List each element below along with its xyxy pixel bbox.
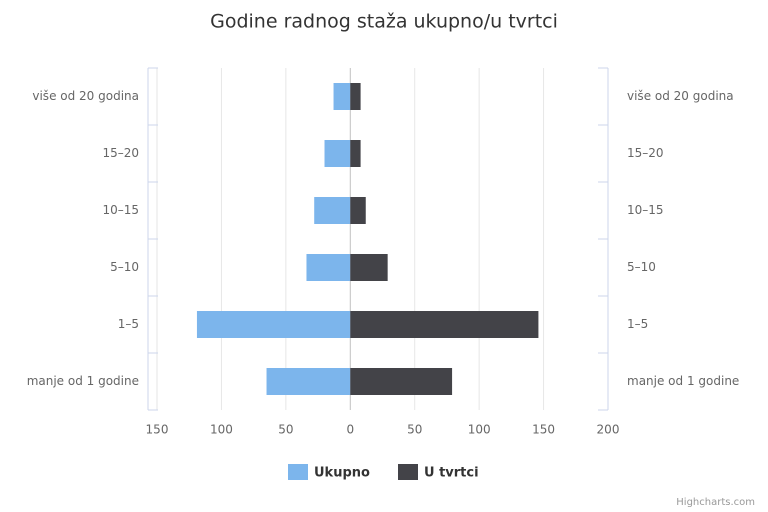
- bar: [350, 368, 453, 395]
- x-tick-label: 200: [597, 423, 620, 437]
- y-tick-label: 10–15: [102, 203, 139, 217]
- x-tick-label: 150: [146, 423, 169, 437]
- y2-tick-label: 10–15: [627, 203, 664, 217]
- bar: [350, 254, 388, 281]
- bar: [350, 311, 539, 338]
- x-tick-label: 50: [278, 423, 293, 437]
- x-tick-label: 50: [407, 423, 422, 437]
- y2-tick-label: više od 20 godina: [627, 89, 734, 103]
- bar: [196, 311, 351, 338]
- legend-swatch[interactable]: [398, 464, 418, 480]
- legend-swatch[interactable]: [288, 464, 308, 480]
- y2-tick-label: 15–20: [627, 146, 664, 160]
- bar: [266, 368, 351, 395]
- x-tick-label: 100: [468, 423, 491, 437]
- bar: [306, 254, 351, 281]
- legend-label[interactable]: U tvrtci: [424, 466, 479, 481]
- y2-tick-label: 1–5: [627, 317, 648, 331]
- y-tick-label: više od 20 godina: [32, 89, 139, 103]
- y-tick-label: 5–10: [110, 260, 139, 274]
- y-tick-label: 15–20: [102, 146, 139, 160]
- bar: [350, 140, 361, 167]
- y-tick-label: manje od 1 godine: [27, 374, 139, 388]
- bar: [333, 83, 351, 110]
- x-tick-label: 100: [210, 423, 233, 437]
- chart-title: Godine radnog staža ukupno/u tvrtci: [210, 11, 558, 33]
- bar: [350, 83, 361, 110]
- bar: [324, 140, 351, 167]
- x-tick-label: 150: [532, 423, 555, 437]
- y2-tick-label: manje od 1 godine: [627, 374, 739, 388]
- bar: [350, 197, 366, 224]
- credits[interactable]: Highcharts.com: [676, 497, 755, 508]
- y-tick-label: 1–5: [118, 317, 139, 331]
- x-tick-label: 0: [346, 423, 354, 437]
- legend-label[interactable]: Ukupno: [314, 466, 370, 481]
- y2-tick-label: 5–10: [627, 260, 656, 274]
- bar: [314, 197, 351, 224]
